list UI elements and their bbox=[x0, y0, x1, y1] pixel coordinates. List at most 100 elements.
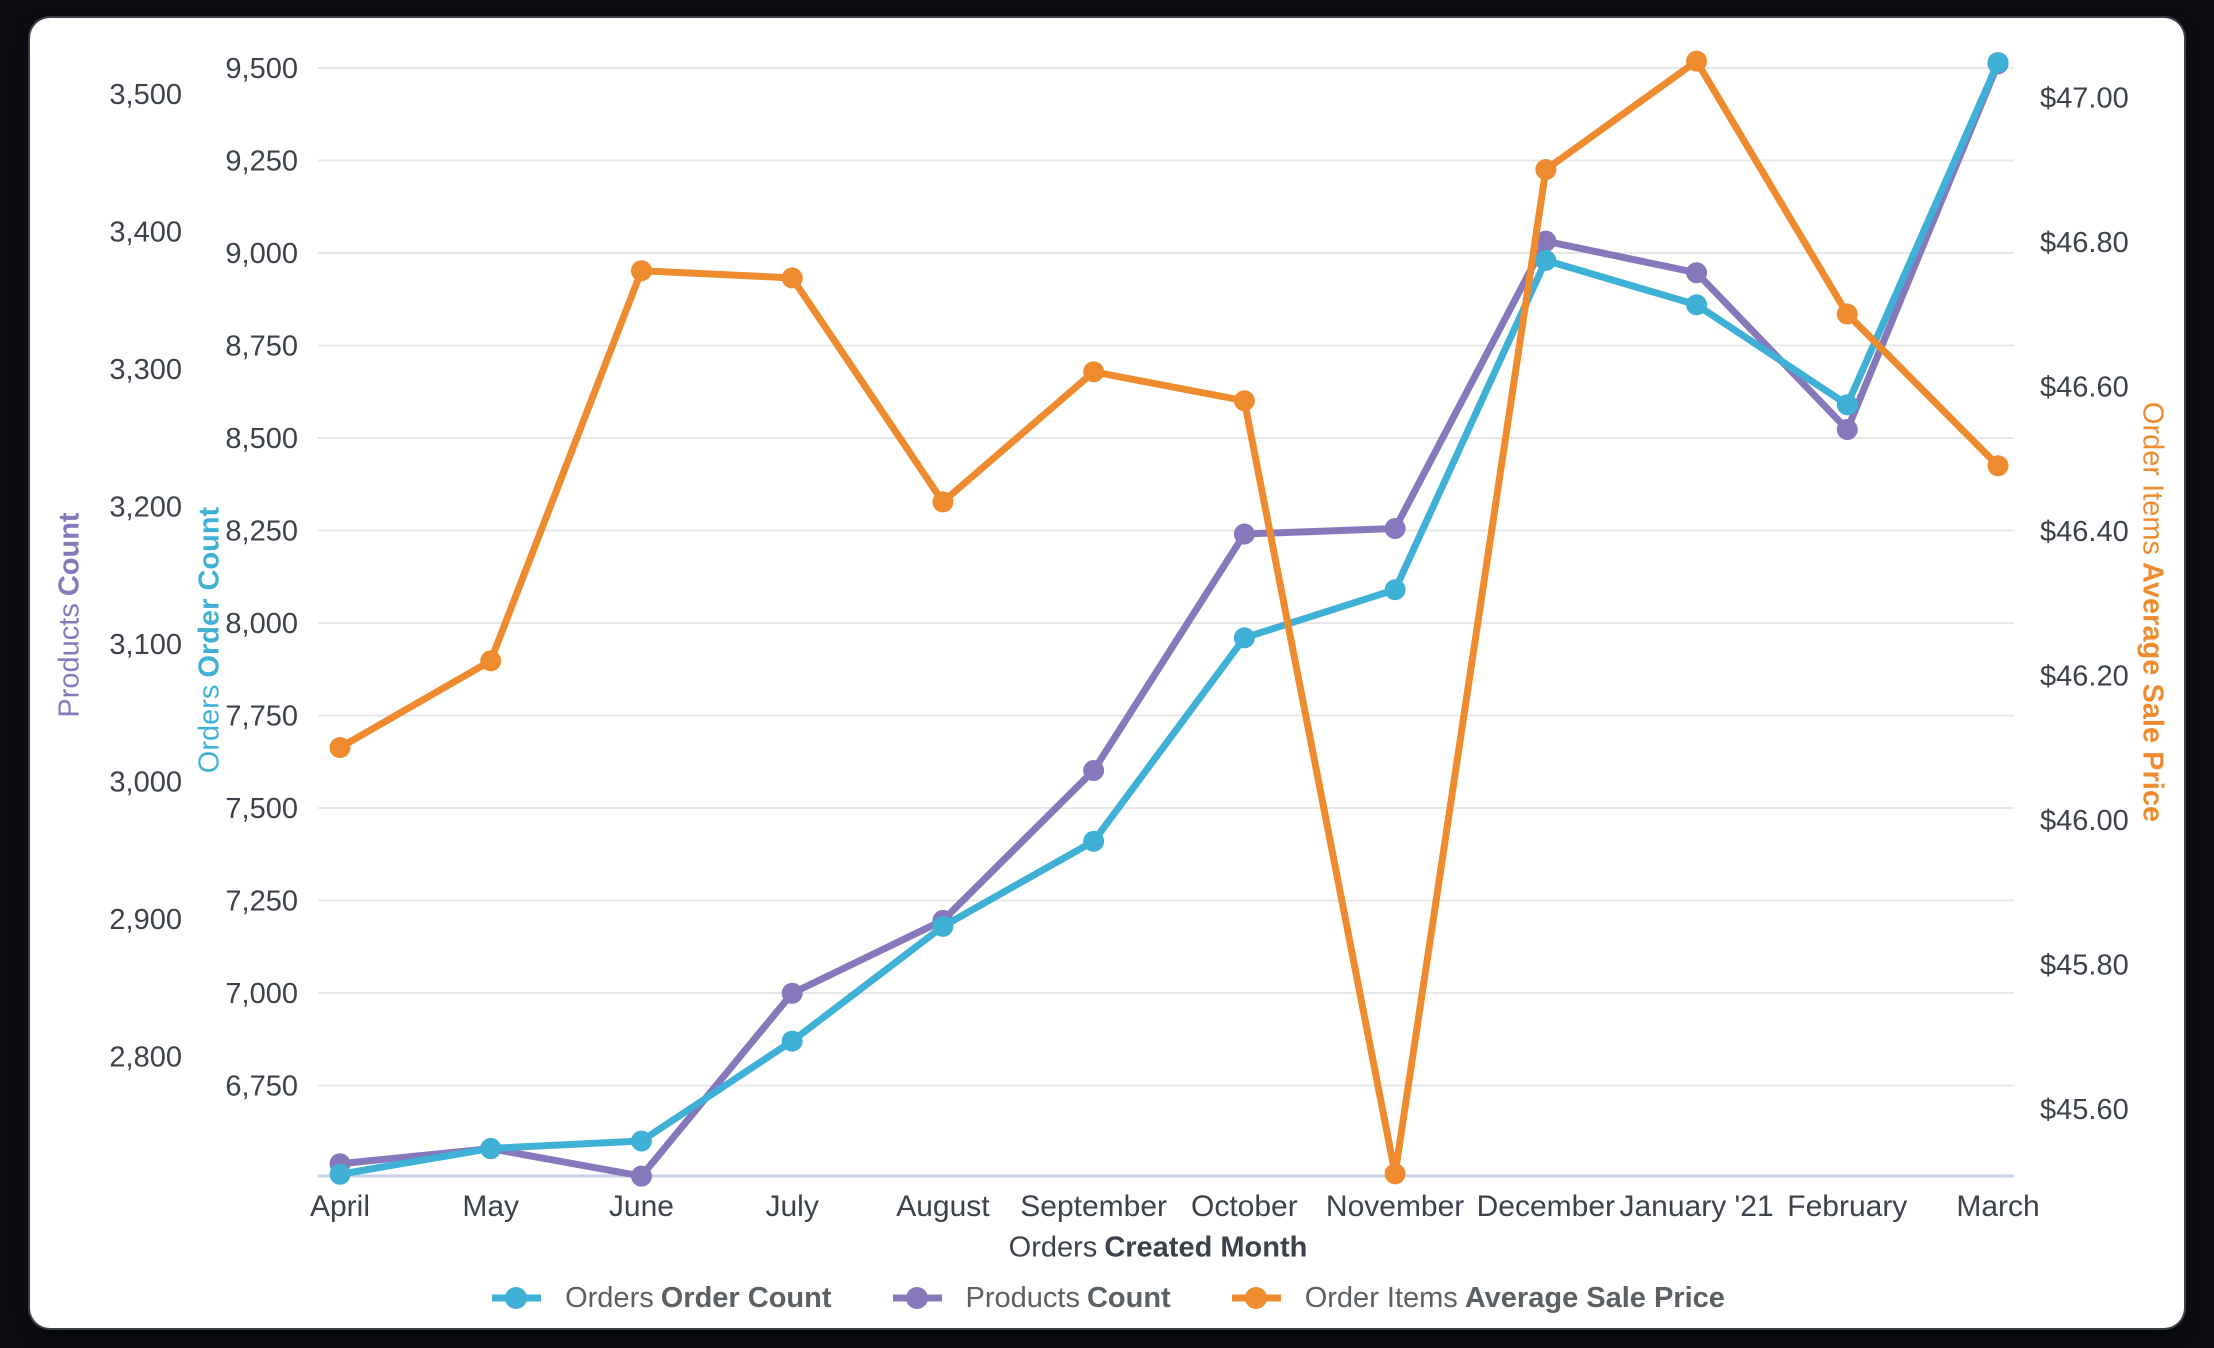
data-point-orders[interactable] bbox=[1836, 394, 1858, 416]
y-axis-tick-label-price: $46.60 bbox=[2040, 371, 2129, 403]
y-axis-tick-label-price: $46.80 bbox=[2040, 227, 2129, 259]
y-axis-tick-label-price: $46.00 bbox=[2040, 805, 2129, 837]
y-axis-tick-label-products: 2,900 bbox=[109, 904, 182, 936]
data-point-price[interactable] bbox=[329, 737, 351, 759]
data-point-price[interactable] bbox=[630, 260, 652, 282]
y-axis-title-products-prefix: Products bbox=[53, 603, 86, 718]
y-axis-tick-label-orders: 9,000 bbox=[225, 238, 298, 270]
y-axis-tick-label-price: $46.20 bbox=[2040, 660, 2129, 692]
data-point-price[interactable] bbox=[1233, 390, 1255, 412]
legend-item-products-count[interactable]: Products Count bbox=[890, 1282, 1171, 1315]
x-axis-tick-label: April bbox=[310, 1190, 370, 1223]
data-point-orders[interactable] bbox=[1686, 294, 1708, 316]
y-axis-tick-label-orders: 7,500 bbox=[225, 793, 298, 825]
data-point-price[interactable] bbox=[1987, 455, 2009, 477]
y-axis-tick-label-orders: 7,750 bbox=[225, 701, 298, 733]
y-axis-tick-label-orders: 8,250 bbox=[225, 516, 298, 548]
data-point-orders[interactable] bbox=[781, 1030, 803, 1052]
data-point-price[interactable] bbox=[932, 491, 954, 513]
data-point-products[interactable] bbox=[1083, 760, 1105, 781]
data-point-price[interactable] bbox=[1686, 50, 1708, 72]
legend-label-prefix: Products bbox=[965, 1281, 1080, 1314]
legend-label: Order Items Average Sale Price bbox=[1305, 1282, 1725, 1315]
data-point-orders[interactable] bbox=[1233, 627, 1255, 649]
legend-item-order-items-average-sale-price[interactable]: Order Items Average Sale Price bbox=[1229, 1282, 1725, 1315]
data-point-orders[interactable] bbox=[932, 915, 954, 937]
data-point-price[interactable] bbox=[1836, 303, 1858, 325]
legend-label-prefix: Orders bbox=[565, 1281, 654, 1314]
y-axis-tick-label-price: $45.80 bbox=[2040, 949, 2129, 981]
data-point-orders[interactable] bbox=[1384, 579, 1406, 601]
data-point-orders[interactable] bbox=[1535, 249, 1557, 271]
y-axis-title-orders: Orders Order Count bbox=[194, 507, 227, 773]
data-point-orders[interactable] bbox=[630, 1130, 652, 1152]
data-point-products[interactable] bbox=[1384, 518, 1406, 539]
chart-card bbox=[30, 18, 2184, 1328]
chart-legend: Orders Order Count Products Count Order It… bbox=[0, 1276, 2214, 1320]
x-axis-tick-label: February bbox=[1787, 1190, 1907, 1223]
data-point-products[interactable] bbox=[1686, 262, 1708, 284]
legend-label-field: Average Sale Price bbox=[1464, 1281, 1725, 1314]
y-axis-tick-label-products: 2,800 bbox=[109, 1042, 182, 1074]
y-axis-tick-label-price: $47.00 bbox=[2040, 82, 2129, 114]
y-axis-title-price: Order Items Average Sale Price bbox=[2136, 402, 2169, 822]
x-axis-tick-label: October bbox=[1191, 1190, 1298, 1223]
y-axis-tick-label-price: $46.40 bbox=[2040, 516, 2129, 548]
series-line-products bbox=[336, 60, 2002, 1180]
x-axis-tick-label: December bbox=[1477, 1190, 1615, 1223]
y-axis-tick-label-products: 3,200 bbox=[109, 492, 182, 524]
y-axis-tick-label-products: 3,000 bbox=[109, 767, 182, 799]
y-axis-tick-label-orders: 8,000 bbox=[225, 608, 298, 640]
y-axis-tick-label-orders: 9,500 bbox=[225, 53, 298, 85]
y-axis-title-price-field: Average Sale Price bbox=[2136, 562, 2169, 823]
y-axis-tick-label-orders: 8,500 bbox=[225, 423, 298, 455]
legend-marker-line-dot bbox=[1231, 1287, 1281, 1309]
data-point-products[interactable] bbox=[781, 982, 803, 1004]
y-axis-title-orders-field: Order Count bbox=[193, 506, 226, 678]
x-axis-tick-label: August bbox=[896, 1190, 990, 1223]
legend-label: Products Count bbox=[966, 1282, 1171, 1315]
legend-label-field: Count bbox=[1086, 1281, 1171, 1314]
x-axis-title-field: Created Month bbox=[1104, 1231, 1308, 1264]
y-axis-tick-label-price: $45.60 bbox=[2040, 1094, 2129, 1126]
y-axis-tick-label-products: 3,400 bbox=[109, 217, 182, 249]
data-point-price[interactable] bbox=[1535, 159, 1557, 181]
legend-item-orders-order-count[interactable]: Orders Order Count bbox=[489, 1282, 832, 1315]
data-point-products[interactable] bbox=[630, 1165, 652, 1187]
data-point-price[interactable] bbox=[1083, 361, 1105, 383]
y-axis-tick-label-products: 3,100 bbox=[109, 629, 182, 661]
data-point-products[interactable] bbox=[1233, 523, 1255, 545]
y-axis-title-products-field: Count bbox=[53, 512, 86, 597]
data-point-orders[interactable] bbox=[1987, 51, 2009, 73]
series-line-orders bbox=[336, 58, 2002, 1178]
x-axis-tick-label: January '21 bbox=[1619, 1190, 1773, 1223]
y-axis-tick-label-orders: 7,000 bbox=[225, 978, 298, 1010]
data-point-orders[interactable] bbox=[480, 1137, 502, 1159]
x-axis-title-prefix: Orders bbox=[1008, 1231, 1098, 1264]
legend-label-field: Order Count bbox=[660, 1281, 832, 1314]
y-axis-title-price-prefix: Order Items bbox=[2136, 401, 2169, 555]
y-axis-tick-label-products: 3,500 bbox=[109, 79, 182, 111]
legend-label-prefix: Order Items bbox=[1304, 1281, 1458, 1314]
legend-marker-line-dot bbox=[492, 1287, 542, 1309]
data-point-orders[interactable] bbox=[329, 1163, 351, 1185]
y-axis-tick-label-products: 3,300 bbox=[109, 354, 182, 386]
data-point-products[interactable] bbox=[1836, 419, 1858, 440]
data-point-orders[interactable] bbox=[1083, 830, 1105, 852]
y-axis-tick-label-orders: 6,750 bbox=[225, 1071, 298, 1103]
legend-label: Orders Order Count bbox=[565, 1282, 831, 1315]
y-axis-tick-label-orders: 7,250 bbox=[225, 886, 298, 918]
x-axis-tick-label: November bbox=[1326, 1190, 1464, 1223]
x-axis-tick-label: March bbox=[1956, 1190, 2039, 1223]
data-point-price[interactable] bbox=[781, 267, 803, 289]
data-point-price[interactable] bbox=[480, 650, 502, 672]
y-axis-title-products: Products Count bbox=[54, 512, 87, 717]
x-axis-tick-label: July bbox=[766, 1190, 819, 1223]
data-point-price[interactable] bbox=[1384, 1163, 1406, 1185]
data-point-products[interactable] bbox=[1535, 230, 1557, 252]
y-axis-tick-label-orders: 8,750 bbox=[225, 331, 298, 363]
y-axis-tick-label-orders: 9,250 bbox=[225, 146, 298, 178]
y-axis-title-orders-prefix: Orders bbox=[193, 684, 226, 774]
x-axis-tick-label: May bbox=[462, 1190, 519, 1223]
